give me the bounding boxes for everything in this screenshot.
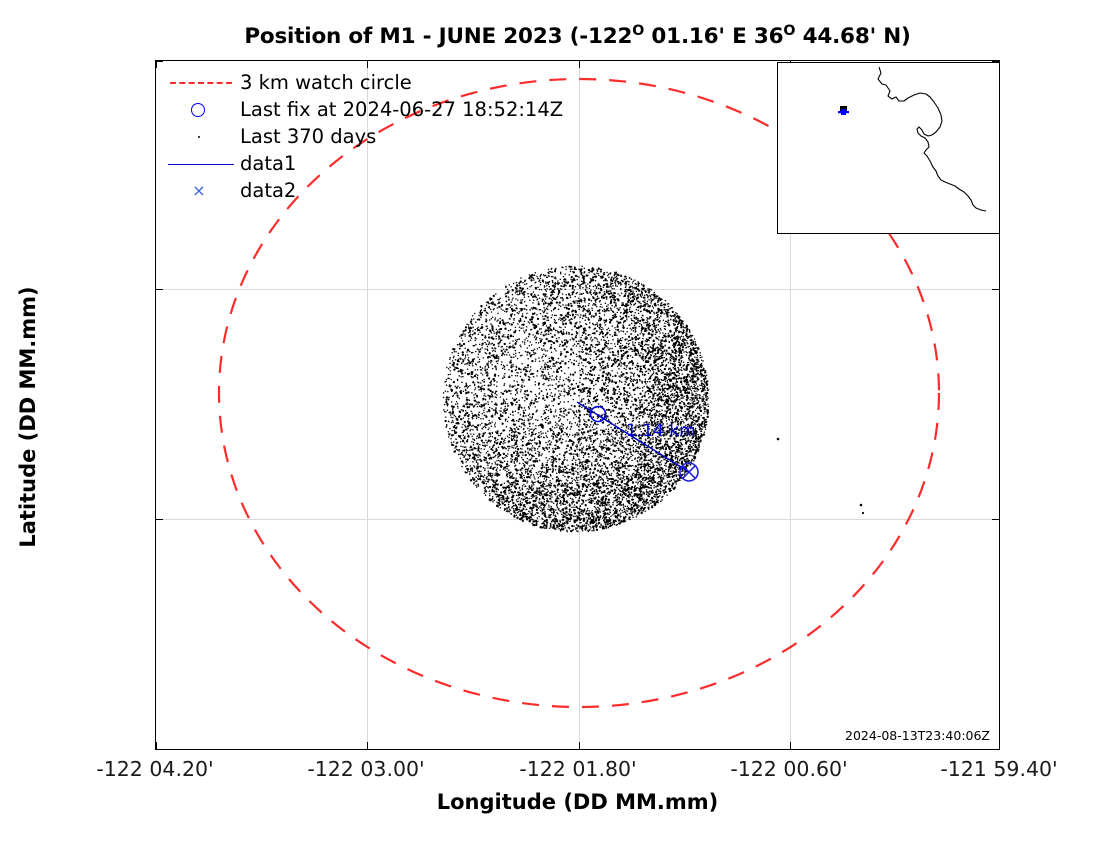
page-title: Position of M1 - JUNE 2023 (-122O 01.16'… xyxy=(155,24,1000,49)
tick-mark-y xyxy=(156,289,163,290)
title-mid: 01.16' E 36 xyxy=(644,24,784,49)
tick-mark-x xyxy=(156,742,157,749)
title-prefix: Position of M1 - JUNE 2023 (-122 xyxy=(244,24,633,49)
legend-label: 3 km watch circle xyxy=(240,71,412,94)
legend: 3 km watch circle Last fix at 2024-06-27… xyxy=(168,69,568,204)
x-tick-label: -122 00.60' xyxy=(730,757,848,781)
legend-label: data2 xyxy=(240,179,297,202)
tick-mark-y xyxy=(992,289,999,290)
black-dot-marker-icon xyxy=(168,125,240,149)
legend-item-watch-circle[interactable]: 3 km watch circle xyxy=(168,69,568,96)
x-tick-label: -122 03.00' xyxy=(307,757,425,781)
data2-marker xyxy=(679,462,699,482)
y-axis-title: Latitude (DD MM.mm) xyxy=(16,286,40,548)
dashed-red-line-icon xyxy=(168,71,240,95)
location-marker-cross xyxy=(838,111,849,114)
timestamp-annotation: 2024-08-13T23:40:06Z xyxy=(845,728,990,743)
distance-annotation: 1.14 km xyxy=(626,421,696,441)
legend-label: Last fix at 2024-06-27 18:52:14Z xyxy=(240,98,564,121)
tick-mark-y xyxy=(992,749,999,750)
last-fix-marker xyxy=(589,405,607,423)
coastline-map xyxy=(838,66,987,212)
scatter-outlier-point xyxy=(861,511,865,515)
locator-map-inset[interactable] xyxy=(777,62,999,234)
tick-mark-y xyxy=(156,61,163,62)
gridline-vertical xyxy=(579,61,580,749)
x-tick-label: -122 01.80' xyxy=(519,757,637,781)
title-suffix: 44.68' N) xyxy=(795,24,911,49)
tick-mark-y xyxy=(992,519,999,520)
plot-area: 1.14 km 2024-08-13T23:40:06Z 3 km watch … xyxy=(155,60,1000,750)
scatter-point-cloud xyxy=(442,265,710,533)
legend-label: data1 xyxy=(240,152,297,175)
tick-mark-x xyxy=(367,742,368,749)
title-degree-superscript-1: O xyxy=(632,22,645,39)
scatter-outlier-point xyxy=(859,503,863,507)
legend-item-data2[interactable]: × data2 xyxy=(168,177,568,204)
legend-item-data1[interactable]: data1 xyxy=(168,150,568,177)
legend-item-last-fix[interactable]: Last fix at 2024-06-27 18:52:14Z xyxy=(168,96,568,123)
tick-mark-x xyxy=(790,742,791,749)
x-tick-label: -121 59.40' xyxy=(940,757,1058,781)
tick-mark-y xyxy=(156,749,163,750)
gridline-horizontal xyxy=(156,519,999,520)
legend-item-last-370-days[interactable]: Last 370 days xyxy=(168,123,568,150)
legend-label: Last 370 days xyxy=(240,125,377,148)
x-tick-label: -122 04.20' xyxy=(96,757,214,781)
scatter-outlier-point xyxy=(681,456,685,460)
blue-solid-line-icon xyxy=(168,152,240,176)
blue-circle-marker-icon xyxy=(168,98,240,122)
tick-mark-x xyxy=(579,742,580,749)
blue-x-marker-icon: × xyxy=(192,180,206,200)
scatter-outlier-point xyxy=(776,437,780,441)
tick-mark-y xyxy=(156,519,163,520)
coastline-path xyxy=(877,66,987,212)
x-axis-title: Longitude (DD MM.mm) xyxy=(436,790,719,814)
tick-mark-x xyxy=(156,61,157,68)
gridline-horizontal xyxy=(156,289,999,290)
title-degree-superscript-2: O xyxy=(783,22,796,39)
tick-mark-x xyxy=(367,61,368,68)
tick-mark-x xyxy=(579,61,580,68)
